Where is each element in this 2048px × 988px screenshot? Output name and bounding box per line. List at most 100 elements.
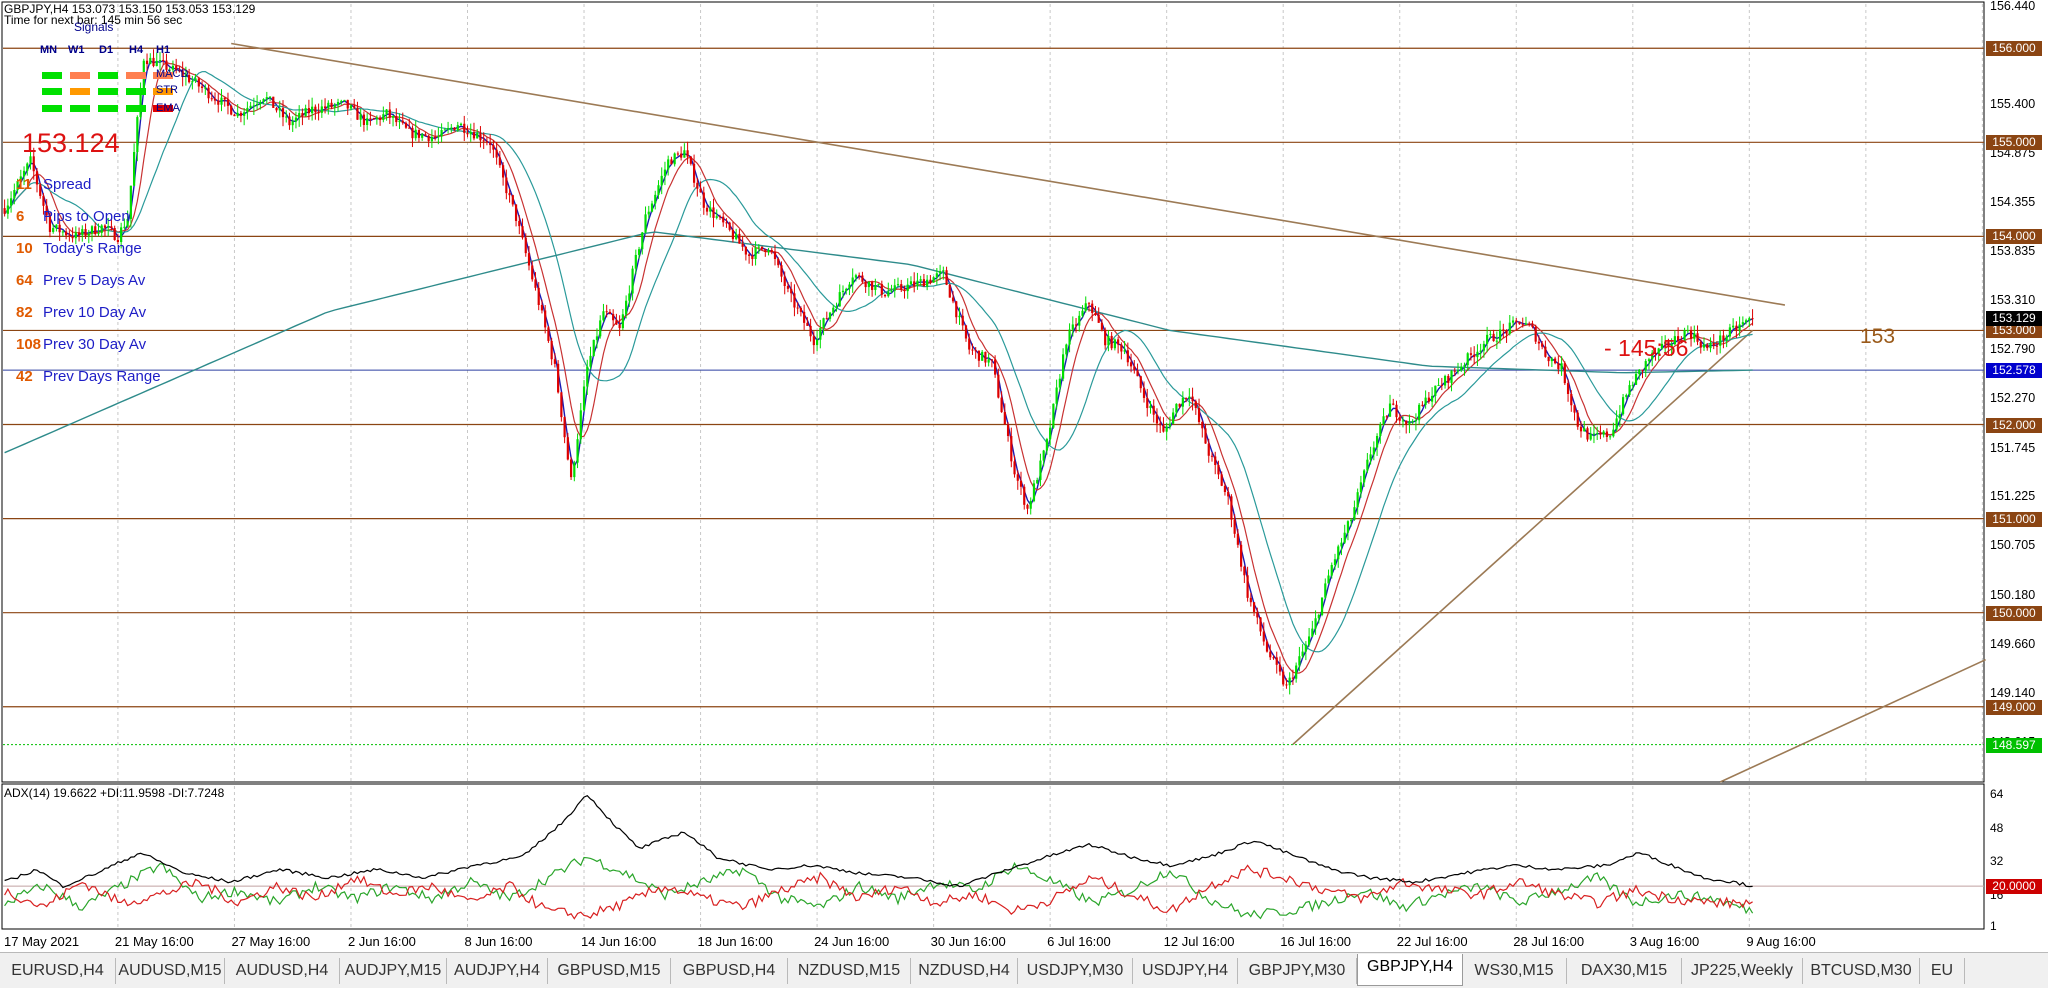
candle-body: [935, 273, 938, 278]
candle-body: [1320, 597, 1324, 615]
candle-body: [171, 65, 175, 70]
candle-body: [582, 386, 586, 411]
candle-body: [958, 315, 961, 318]
candle-body: [560, 392, 563, 418]
candle-body: [1113, 339, 1116, 349]
candle-body: [825, 318, 828, 320]
candle-body: [880, 284, 883, 295]
chart-tab-jp225-weekly[interactable]: JP225,Weekly: [1682, 958, 1803, 984]
candle-body: [605, 311, 608, 313]
chart-tab-audusd-m15[interactable]: AUDUSD,M15: [116, 958, 225, 984]
candle-body: [1592, 433, 1596, 435]
stat-30day-value: 108: [16, 336, 42, 353]
candle-body: [1738, 324, 1741, 331]
chart-tab-audusd-h4[interactable]: AUDUSD,H4: [225, 958, 340, 984]
candle-body: [527, 253, 531, 266]
candle-body: [858, 275, 861, 277]
candle-body: [557, 363, 560, 393]
candle-body: [1544, 346, 1547, 357]
candle-body: [696, 182, 699, 189]
candle-body: [1596, 433, 1599, 435]
candle-body: [1178, 403, 1181, 407]
chart-tab-nzdusd-h4[interactable]: NZDUSD,H4: [911, 958, 1018, 984]
chart-tab-eu[interactable]: EU: [1920, 958, 1965, 984]
candle-body: [566, 437, 569, 460]
candle-body: [1702, 344, 1706, 348]
candle-body: [1055, 387, 1058, 404]
candle-body: [1120, 344, 1123, 352]
candle-body: [1502, 329, 1505, 331]
candle-body: [926, 279, 929, 287]
candle-body: [589, 355, 592, 367]
candle-body: [1207, 443, 1210, 456]
candle-body: [304, 108, 307, 117]
candle-body: [1741, 322, 1744, 325]
candle-body: [421, 134, 424, 138]
candle-body: [1149, 405, 1152, 409]
candle-body: [382, 114, 385, 121]
signal-block: [42, 105, 62, 112]
candle-body: [1217, 464, 1220, 475]
price-tick-label: 156.440: [1990, 0, 2036, 13]
candle-body: [1117, 339, 1120, 345]
candle-body: [754, 247, 757, 260]
candle-body: [828, 312, 832, 319]
candle-body: [275, 107, 278, 111]
candle-body: [1340, 542, 1343, 547]
price-chart[interactable]: [0, 0, 2048, 952]
chart-tab-gbpusd-m15[interactable]: GBPUSD,M15: [548, 958, 671, 984]
candle-body: [612, 314, 615, 321]
candle-body: [644, 214, 647, 233]
candle-body: [689, 156, 692, 164]
candle-body: [58, 224, 61, 233]
chart-tab-audjpy-m15[interactable]: AUDJPY,M15: [340, 958, 447, 984]
candle-body: [226, 99, 230, 106]
candle-body: [1667, 341, 1670, 347]
candle-body: [372, 118, 375, 120]
chart-tab-dax30-m15[interactable]: DAX30,M15: [1567, 958, 1682, 984]
candle-body: [1097, 314, 1100, 323]
chart-tab-usdjpy-m30[interactable]: USDJPY,M30: [1018, 958, 1133, 984]
candle-body: [780, 265, 783, 277]
chart-tab-usdjpy-h4[interactable]: USDJPY,H4: [1133, 958, 1238, 984]
candle-body: [929, 279, 932, 283]
candle-body: [1191, 396, 1194, 402]
candle-body: [434, 136, 437, 138]
adx-tick-label: 48: [1990, 820, 2004, 835]
chart-tab-audjpy-h4[interactable]: AUDJPY,H4: [447, 958, 548, 984]
candle-body: [569, 459, 573, 478]
candle-body: [1518, 321, 1521, 325]
bar-countdown: - 145:56: [1604, 335, 1689, 361]
chart-tab-nzdusd-m15[interactable]: NZDUSD,M15: [788, 958, 911, 984]
chart-tab-btcusd-m30[interactable]: BTCUSD,M30: [1803, 958, 1920, 984]
candle-body: [65, 231, 68, 236]
adx-label: ADX(14) 19.6622 +DI:11.9598 -DI:7.7248: [4, 786, 225, 800]
level-price-tag: 154.000: [1986, 229, 2042, 245]
candle-body: [1434, 385, 1437, 396]
candle-body: [1107, 335, 1110, 346]
price-tick-label: 153.310: [1990, 293, 2036, 308]
stat-5day-value: 64: [16, 272, 33, 289]
candle-body: [812, 336, 815, 346]
candle-body: [74, 232, 77, 239]
candle-body: [1479, 350, 1482, 352]
chart-tab-gbpjpy-h4[interactable]: GBPJPY,H4: [1357, 954, 1463, 986]
signal-block: [98, 105, 118, 112]
chart-tab-eurusd-h4[interactable]: EURUSD,H4: [0, 958, 116, 984]
candle-body: [1664, 341, 1667, 344]
candle-body: [1511, 320, 1515, 323]
chart-tab-gbpusd-h4[interactable]: GBPUSD,H4: [671, 958, 788, 984]
candle-body: [1301, 651, 1304, 657]
candle-body: [1068, 329, 1071, 345]
candle-body: [1437, 385, 1440, 387]
chart-tab-gbpjpy-m30[interactable]: GBPJPY,M30: [1238, 958, 1357, 984]
candle-body: [1337, 546, 1340, 560]
candle-body: [1460, 366, 1463, 371]
candle-body: [709, 207, 712, 212]
chart-tab-ws30-m15[interactable]: WS30,M15: [1462, 958, 1567, 984]
candle-body: [981, 351, 984, 361]
candle-body: [1259, 617, 1262, 632]
price-tick-label: 152.270: [1990, 391, 2036, 406]
time-tick-label: 14 Jun 16:00: [581, 934, 657, 949]
time-tick-label: 24 Jun 16:00: [814, 934, 890, 949]
